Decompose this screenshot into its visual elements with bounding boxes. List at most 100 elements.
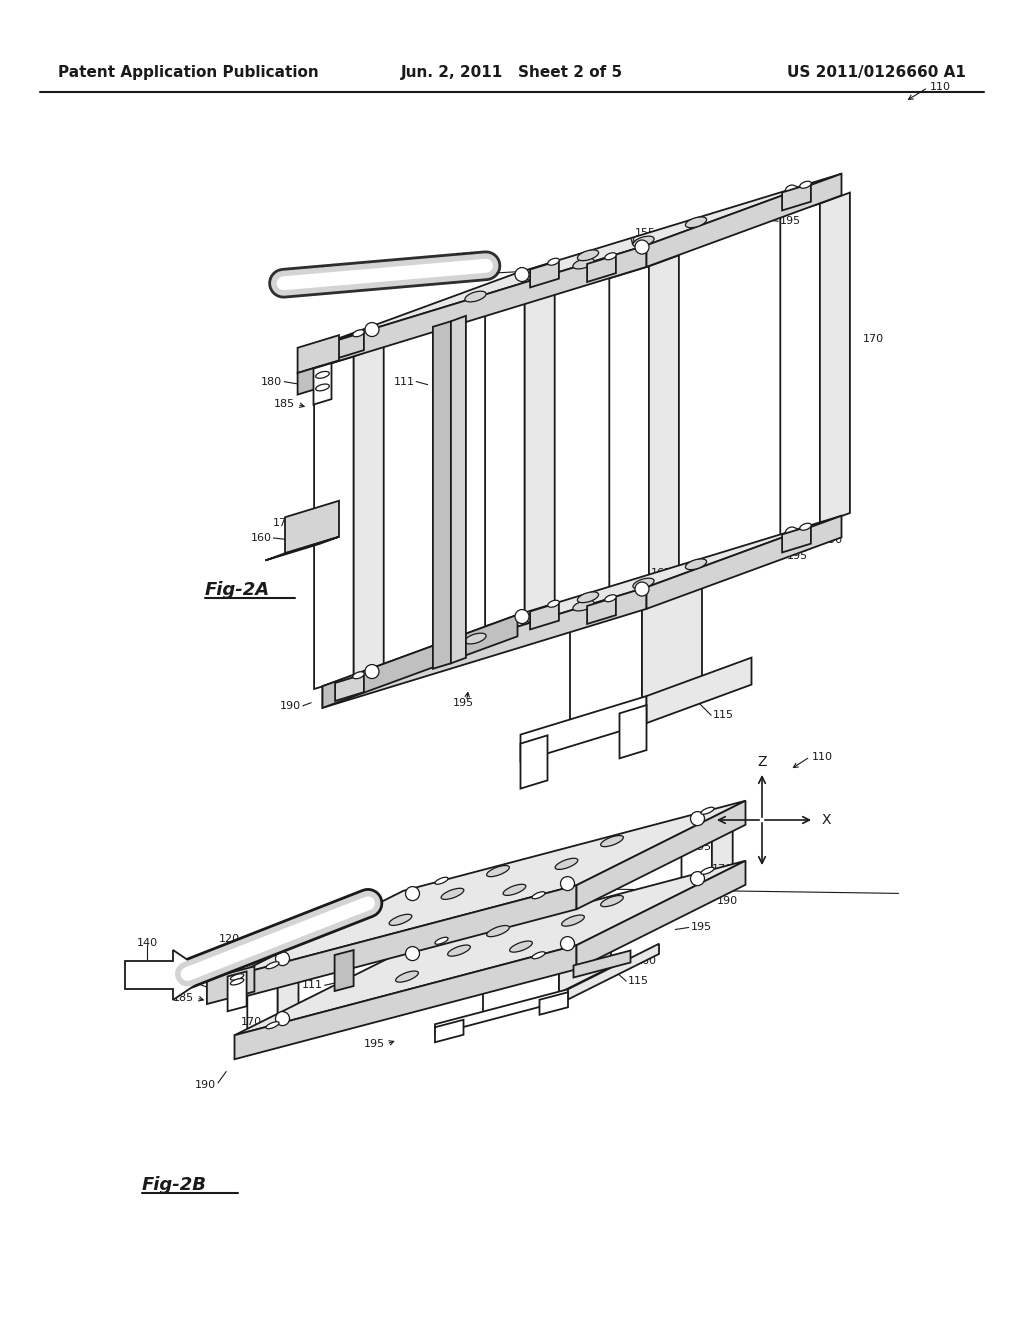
Polygon shape — [435, 1020, 464, 1043]
Ellipse shape — [486, 866, 509, 876]
Polygon shape — [609, 267, 649, 599]
Polygon shape — [416, 907, 436, 954]
Text: 195: 195 — [786, 552, 808, 561]
Polygon shape — [285, 500, 339, 553]
Polygon shape — [544, 908, 574, 953]
Polygon shape — [577, 801, 745, 909]
Text: Z: Z — [758, 755, 767, 770]
Polygon shape — [298, 366, 321, 395]
Circle shape — [275, 952, 290, 966]
Text: 185: 185 — [273, 400, 295, 409]
Text: 170: 170 — [863, 334, 884, 345]
Circle shape — [785, 527, 799, 541]
Ellipse shape — [531, 952, 545, 958]
Text: 190: 190 — [717, 896, 737, 906]
Polygon shape — [298, 335, 339, 374]
Polygon shape — [323, 587, 646, 708]
Circle shape — [515, 610, 529, 623]
Ellipse shape — [601, 895, 624, 907]
Polygon shape — [573, 950, 631, 978]
Polygon shape — [530, 260, 559, 288]
Text: 160: 160 — [636, 957, 656, 966]
Ellipse shape — [230, 974, 244, 981]
Text: 190: 190 — [559, 883, 581, 894]
Polygon shape — [712, 829, 733, 875]
Text: 180: 180 — [261, 376, 283, 387]
Polygon shape — [323, 615, 517, 708]
Text: 110: 110 — [930, 82, 951, 92]
Polygon shape — [646, 174, 842, 267]
Polygon shape — [782, 183, 811, 210]
Circle shape — [365, 322, 379, 337]
Ellipse shape — [315, 371, 330, 379]
Polygon shape — [577, 861, 745, 969]
Polygon shape — [587, 255, 615, 282]
Ellipse shape — [578, 591, 599, 603]
Circle shape — [560, 937, 574, 950]
Polygon shape — [385, 917, 416, 962]
Ellipse shape — [701, 808, 714, 814]
Polygon shape — [433, 321, 451, 669]
Polygon shape — [125, 950, 210, 1001]
Ellipse shape — [465, 634, 486, 644]
Ellipse shape — [230, 978, 244, 985]
Polygon shape — [451, 315, 466, 664]
Ellipse shape — [548, 601, 559, 607]
Ellipse shape — [395, 972, 419, 982]
Circle shape — [635, 582, 649, 597]
Text: 195: 195 — [690, 842, 712, 851]
Polygon shape — [646, 657, 752, 723]
Polygon shape — [234, 945, 577, 1059]
Ellipse shape — [605, 252, 616, 260]
Polygon shape — [207, 966, 254, 1005]
Ellipse shape — [465, 292, 486, 302]
Text: 190: 190 — [821, 536, 843, 545]
Text: 195: 195 — [364, 1039, 384, 1049]
Ellipse shape — [800, 181, 811, 189]
Text: 115: 115 — [628, 975, 649, 986]
Circle shape — [515, 268, 529, 281]
Polygon shape — [483, 960, 559, 1012]
Text: 155: 155 — [635, 228, 655, 238]
Polygon shape — [278, 977, 299, 1023]
Ellipse shape — [435, 878, 449, 884]
Text: 150: 150 — [455, 253, 476, 263]
Ellipse shape — [531, 892, 545, 899]
Polygon shape — [520, 696, 646, 762]
Circle shape — [560, 876, 574, 891]
Polygon shape — [335, 950, 353, 991]
Text: Fig-2B: Fig-2B — [142, 1176, 207, 1195]
Polygon shape — [485, 294, 524, 626]
Ellipse shape — [555, 858, 578, 870]
Polygon shape — [530, 603, 559, 630]
Ellipse shape — [315, 384, 330, 391]
Polygon shape — [313, 363, 332, 405]
Circle shape — [690, 871, 705, 886]
Polygon shape — [265, 537, 339, 561]
Text: 160: 160 — [251, 533, 271, 543]
Polygon shape — [353, 346, 384, 677]
Ellipse shape — [525, 269, 546, 280]
Circle shape — [406, 946, 420, 961]
Polygon shape — [323, 246, 646, 366]
Ellipse shape — [685, 558, 707, 570]
Ellipse shape — [561, 915, 585, 927]
Ellipse shape — [685, 216, 707, 227]
Text: 111: 111 — [393, 376, 415, 387]
Polygon shape — [524, 282, 555, 614]
Polygon shape — [540, 993, 568, 1015]
Polygon shape — [234, 886, 577, 999]
Ellipse shape — [447, 945, 470, 956]
Text: 195: 195 — [690, 923, 712, 932]
Circle shape — [635, 240, 649, 253]
Polygon shape — [234, 801, 745, 975]
Ellipse shape — [503, 884, 526, 895]
Polygon shape — [323, 516, 842, 686]
Text: 140: 140 — [136, 939, 158, 948]
Text: 190: 190 — [642, 253, 663, 263]
Polygon shape — [820, 193, 850, 524]
Polygon shape — [520, 735, 548, 788]
Text: 110: 110 — [812, 752, 833, 762]
Circle shape — [275, 1011, 290, 1026]
Text: US 2011/0126660 A1: US 2011/0126660 A1 — [787, 65, 966, 79]
